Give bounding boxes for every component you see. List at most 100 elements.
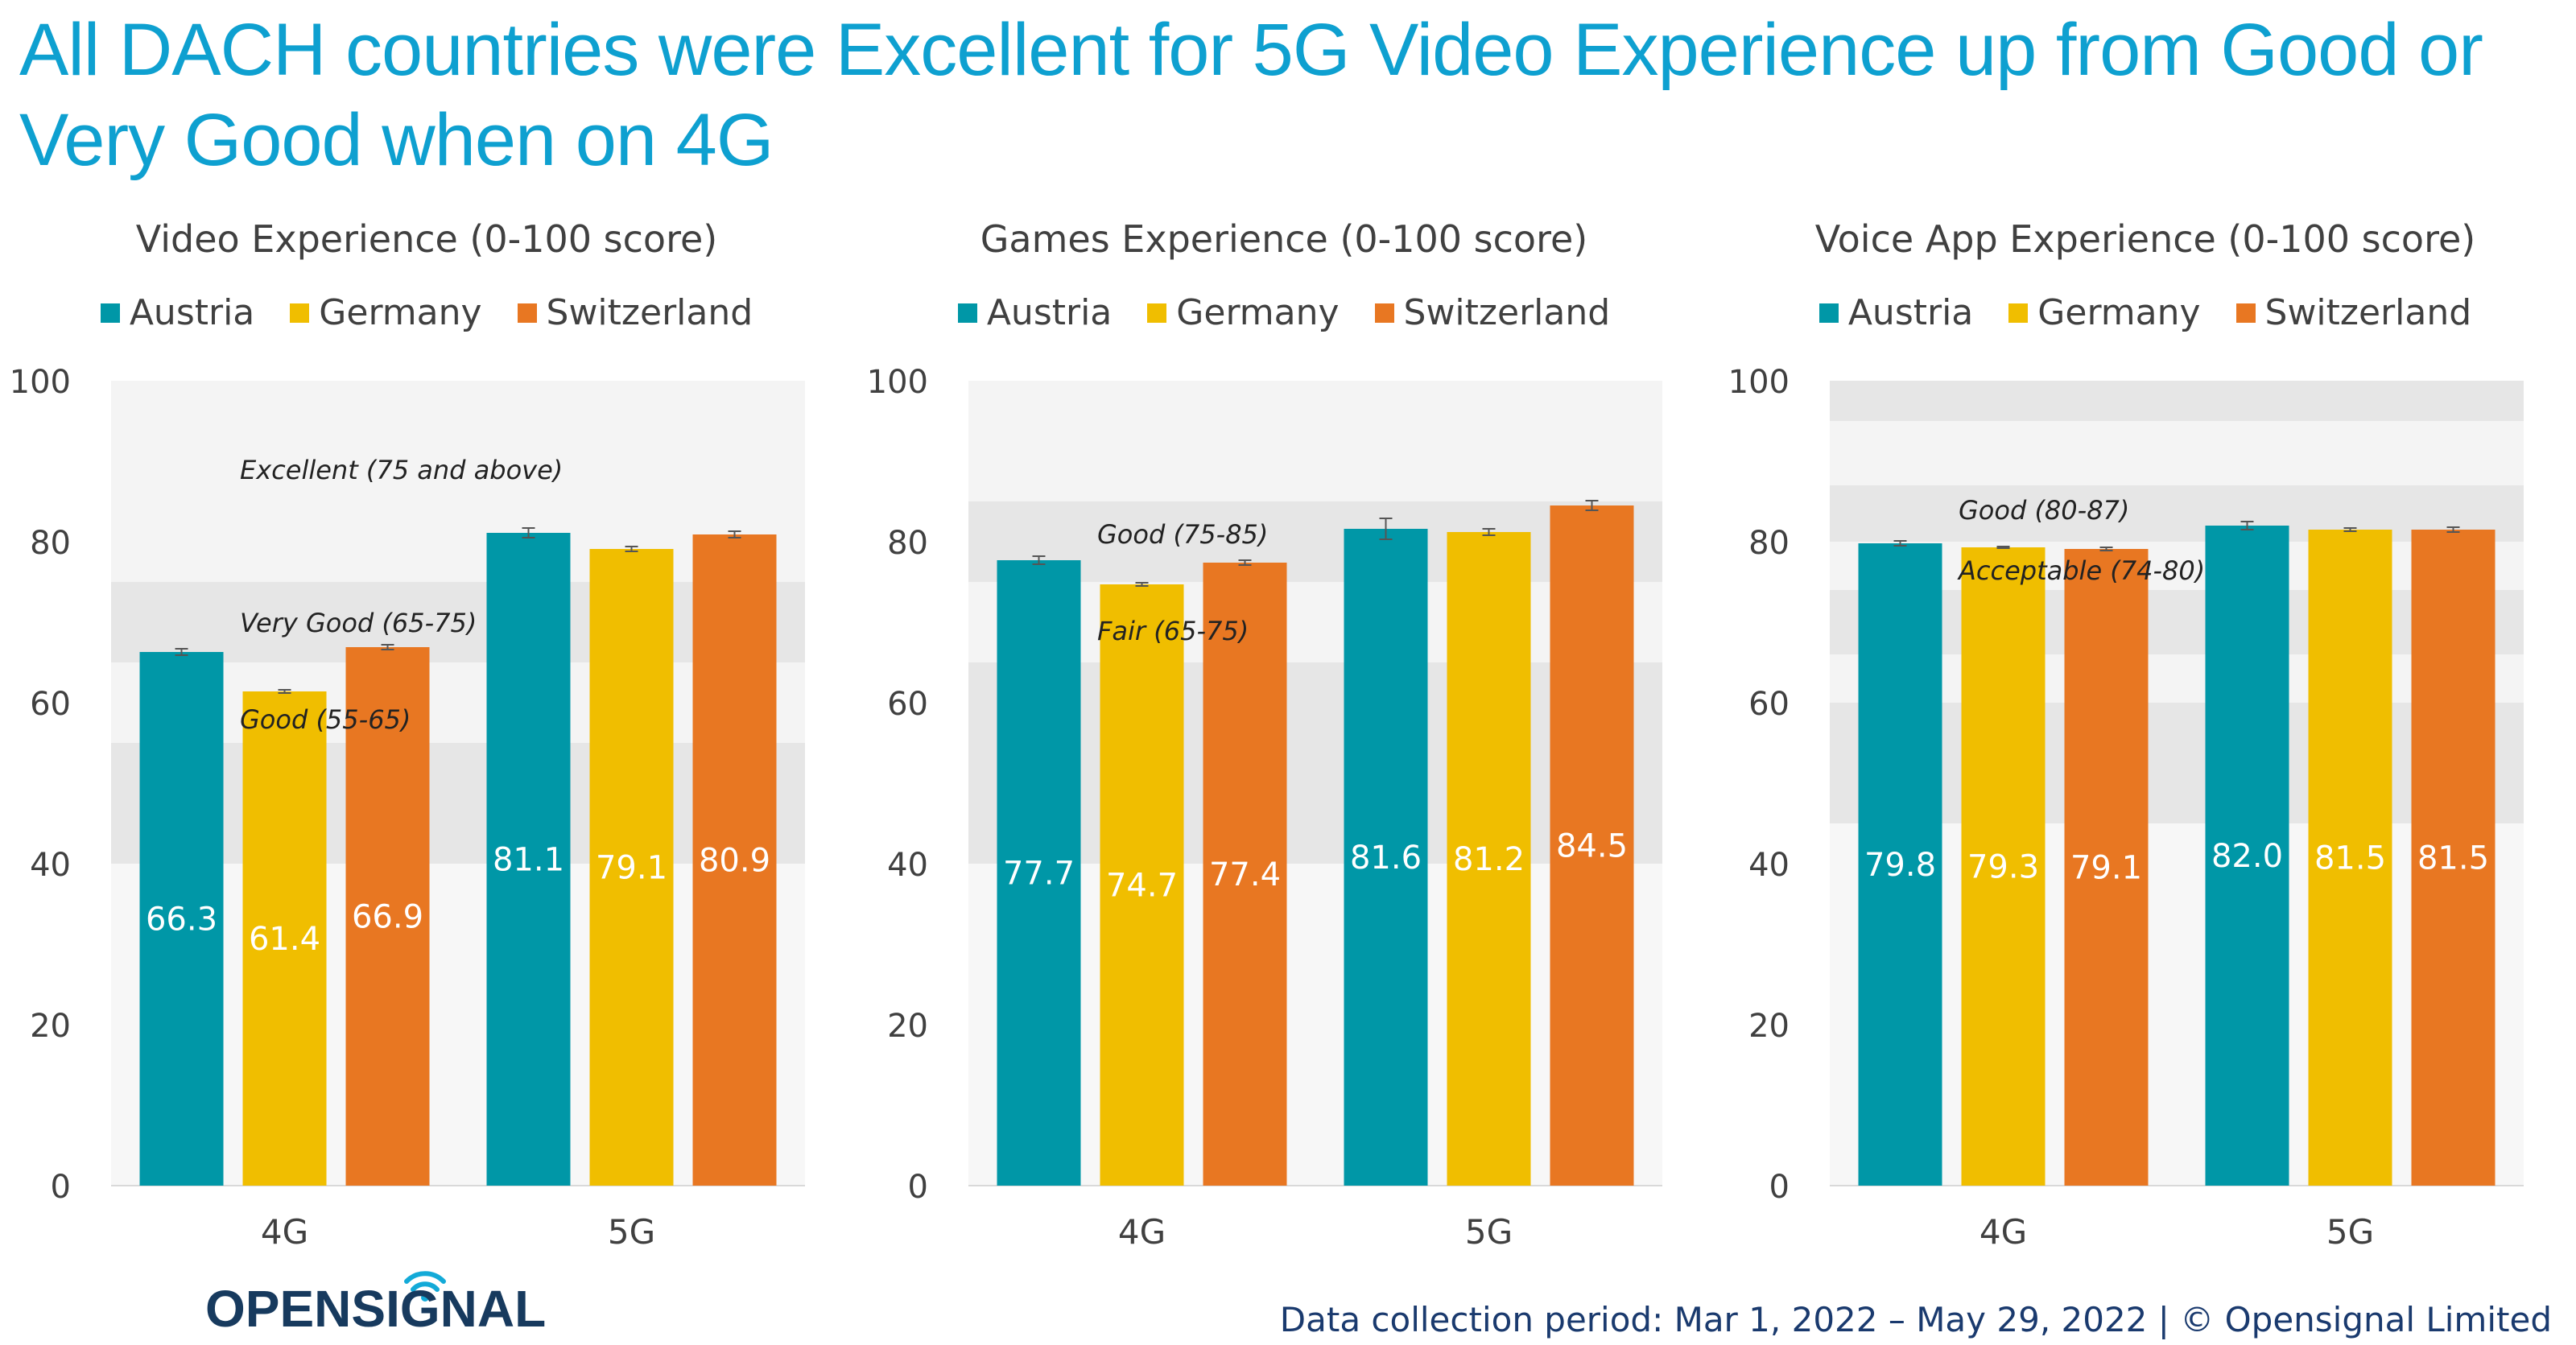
data-label: 79.3 [1967, 849, 2039, 886]
legend-item-switzerland: Switzerland [517, 292, 753, 333]
x-tick-label: 4G [1118, 1212, 1166, 1252]
headline: All DACH countries were Excellent for 5G… [19, 9, 2483, 181]
legend-item-germany: Germany [290, 292, 482, 333]
legend-swatch-germany [290, 303, 310, 323]
x-tick-label: 4G [1979, 1212, 2027, 1252]
band-label: Very Good (65-75) [240, 608, 477, 638]
data-label: 82.0 [2211, 838, 2283, 875]
y-tick-label: 80 [887, 525, 928, 562]
rating-band [111, 864, 805, 1186]
bar-germany-5g [2308, 530, 2392, 1186]
legend-label: Germany [1176, 292, 1340, 333]
bar-germany-5g [1447, 532, 1531, 1186]
legend-swatch-austria [1818, 303, 1839, 323]
legend-label: Switzerland [2264, 292, 2472, 333]
data-label: 79.8 [1864, 847, 1936, 884]
legend-item-austria: Austria [957, 292, 1112, 333]
band-label: Acceptable (74-80) [1957, 555, 2205, 586]
data-label: 81.1 [493, 842, 564, 879]
opensignal-logo: OPENSIGNAL [205, 1271, 546, 1330]
bar-switzerland-5g [2411, 530, 2496, 1186]
bar-switzerland-5g [692, 534, 777, 1186]
data-label: 77.7 [1003, 856, 1075, 893]
video-experience-chart: 0 20 40 60 80 100 66.3 61.4 66.9 4G 81.1 79.1 80.9 5G… [10, 364, 805, 1252]
y-tick-label: 0 [908, 1169, 928, 1206]
legend-swatch-austria [957, 303, 977, 323]
data-label: 61.4 [249, 921, 320, 958]
rating-band [968, 662, 1662, 864]
y-tick-label: 100 [10, 364, 71, 401]
data-label: 66.3 [146, 901, 217, 939]
rating-band [1830, 823, 2524, 1186]
y-tick-label: 20 [30, 1008, 71, 1045]
data-label: 84.5 [1556, 828, 1628, 865]
bar-switzerland-4g [1203, 563, 1287, 1186]
voice-app-experience-panel: Voice App Experience (0-100 score) Austr… [1719, 205, 2572, 1292]
y-tick-label: 100 [867, 364, 928, 401]
legend-item-austria: Austria [100, 292, 254, 333]
rating-band [1830, 703, 2524, 823]
legend-item-germany: Germany [2008, 292, 2201, 333]
band-label: Good (80-87) [1959, 495, 2129, 526]
legend: Austria Germany Switzerland [0, 292, 853, 333]
y-tick-label: 40 [1748, 847, 1790, 884]
rating-band [1830, 654, 2524, 703]
x-tick-label: 5G [2326, 1212, 2374, 1252]
legend-label: Germany [319, 292, 482, 333]
bar-austria-5g [1344, 529, 1428, 1186]
legend-label: Austria [1847, 292, 1974, 333]
legend-swatch-switzerland [2235, 303, 2256, 323]
data-label: 79.1 [2070, 850, 2142, 887]
legend: Austria Germany Switzerland [1719, 292, 2572, 333]
bar-austria-5g [486, 533, 571, 1186]
rating-band [111, 381, 805, 582]
rating-band [968, 864, 1662, 1186]
bar-austria-4g [139, 652, 224, 1186]
data-label: 79.1 [596, 850, 667, 887]
bar-germany-4g [1100, 584, 1184, 1186]
voice-app-experience-chart: 0 20 40 60 80 100 79.8 79.3 79.1 4G 82.0 81.5 81.5 5G… [1728, 364, 2524, 1252]
rating-band [968, 381, 1662, 501]
bar-austria-4g [1858, 543, 1942, 1186]
y-tick-label: 80 [30, 525, 71, 562]
x-tick-label: 5G [608, 1212, 655, 1252]
y-tick-label: 60 [30, 686, 71, 723]
legend-item-switzerland: Switzerland [1374, 292, 1610, 333]
rating-band [968, 582, 1662, 662]
y-tick-label: 100 [1728, 364, 1790, 401]
chart-title: Games Experience (0-100 score) [980, 217, 1588, 261]
legend: Austria Germany Switzerland [857, 292, 1711, 333]
data-label: 81.2 [1453, 841, 1525, 878]
bar-switzerland-4g [345, 647, 430, 1186]
y-tick-label: 40 [887, 847, 928, 884]
bar-austria-5g [2205, 526, 2289, 1186]
x-tick-label: 5G [1465, 1212, 1513, 1252]
legend-label: Germany [2037, 292, 2201, 333]
signal-icon [404, 1271, 446, 1302]
rating-band [111, 743, 805, 864]
rating-band [968, 501, 1662, 582]
footer-note: Data collection period: Mar 1, 2022 – Ma… [1279, 1300, 2552, 1339]
rating-band [1830, 485, 2524, 542]
legend-item-germany: Germany [1147, 292, 1340, 333]
x-tick-label: 4G [261, 1212, 308, 1252]
rating-band [111, 662, 805, 743]
legend-swatch-switzerland [517, 303, 537, 323]
y-tick-label: 40 [30, 847, 71, 884]
band-label: Excellent (75 and above) [240, 455, 563, 485]
bar-switzerland-4g [2064, 549, 2149, 1186]
y-tick-label: 80 [1748, 525, 1790, 562]
games-experience-panel: Games Experience (0-100 score) Austria G… [857, 205, 1711, 1292]
y-tick-label: 0 [1769, 1169, 1790, 1206]
bar-germany-4g [1961, 547, 2046, 1186]
data-label: 74.7 [1106, 868, 1178, 905]
bar-germany-4g [242, 691, 327, 1186]
logo-wordmark: OPENSIGNAL [205, 1280, 546, 1330]
bar-austria-4g [997, 560, 1081, 1186]
band-label: Good (75-85) [1097, 519, 1268, 550]
legend-item-austria: Austria [1818, 292, 1974, 333]
data-label: 81.5 [2314, 840, 2386, 877]
chart-title: Voice App Experience (0-100 score) [1814, 217, 2476, 261]
data-label: 81.6 [1350, 840, 1422, 877]
legend-item-switzerland: Switzerland [2235, 292, 2472, 333]
